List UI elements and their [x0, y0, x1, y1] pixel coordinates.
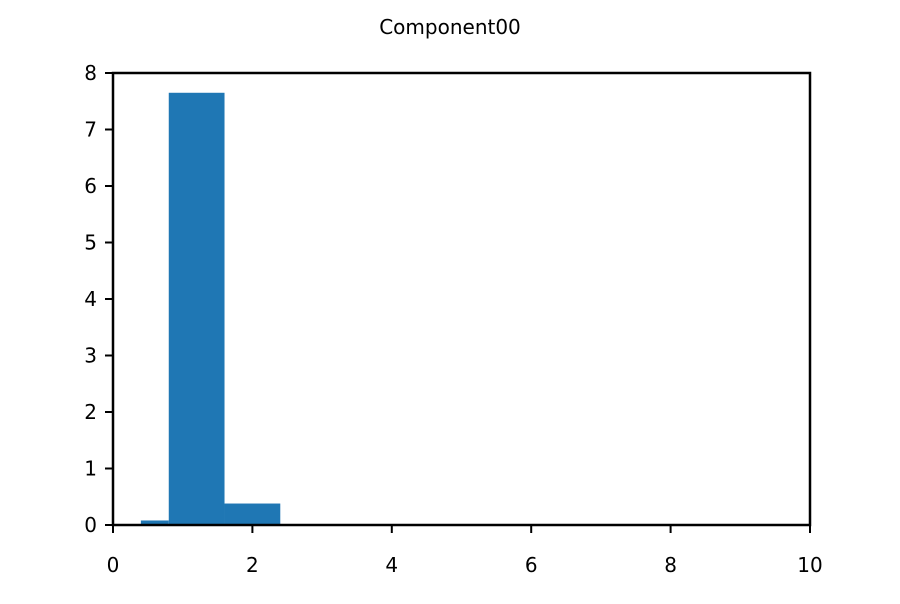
y-tick-label: 6 — [84, 174, 97, 198]
y-tick-label: 2 — [84, 400, 97, 424]
y-tick-label: 8 — [84, 61, 97, 85]
histogram-bar-0 — [140, 520, 169, 525]
axes-layer: 0 2 4 6 8 10 0 1 2 3 4 5 6 7 8 — [84, 61, 822, 577]
y-tick-label: 4 — [84, 287, 97, 311]
x-tick-label: 6 — [525, 553, 538, 577]
x-tick-label: 2 — [246, 553, 259, 577]
chart-title: Component00 — [379, 15, 521, 39]
histogram-bar-1 — [168, 92, 225, 526]
x-tick-label: 8 — [664, 553, 677, 577]
x-tick-label: 0 — [107, 553, 120, 577]
bars-layer — [140, 92, 281, 526]
x-tick-label: 10 — [797, 553, 822, 577]
y-tick-label: 5 — [84, 231, 97, 255]
y-tick-label: 0 — [84, 513, 97, 537]
y-tick-label: 7 — [84, 118, 97, 142]
y-tick-label: 1 — [84, 457, 97, 481]
x-tick-label: 4 — [385, 553, 398, 577]
histogram-bar-2 — [224, 503, 281, 525]
y-tick-label: 3 — [84, 344, 97, 368]
